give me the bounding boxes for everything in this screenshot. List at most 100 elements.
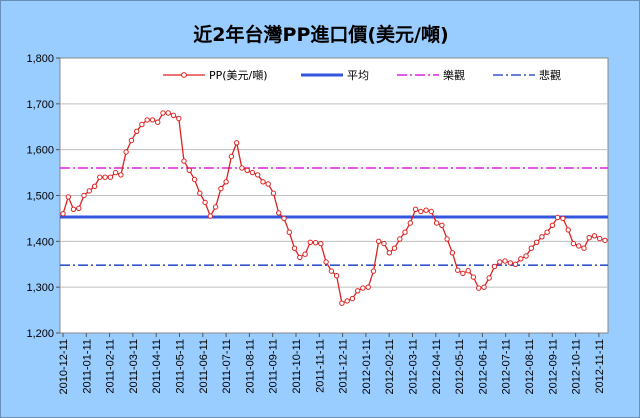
data-point bbox=[323, 259, 329, 265]
x-tick-label: 2011-05-11 bbox=[175, 339, 187, 394]
data-point bbox=[602, 237, 608, 244]
data-point bbox=[234, 140, 240, 146]
data-point bbox=[276, 210, 282, 216]
data-point bbox=[476, 285, 482, 291]
x-tick-label: 2012-06-11 bbox=[477, 339, 489, 394]
data-point bbox=[528, 245, 534, 251]
data-point bbox=[207, 213, 214, 219]
data-point bbox=[265, 181, 271, 187]
data-point bbox=[523, 253, 529, 259]
data-point bbox=[312, 240, 319, 246]
x-tick-label: 2012-09-11 bbox=[547, 339, 559, 394]
data-point bbox=[465, 268, 471, 274]
data-point bbox=[165, 110, 171, 116]
x-axis-ticks: 2010-12-11 2011-01-11 2011-02-11 2011-03-11… bbox=[58, 333, 606, 394]
y-tick-label: 1,500 bbox=[26, 191, 54, 203]
data-point bbox=[565, 227, 571, 233]
data-point bbox=[581, 245, 587, 251]
y-axis-ticks: 1,200 1,300 1,400 1,500 1,600 1,700 1,800 bbox=[26, 53, 60, 340]
data-point bbox=[70, 206, 77, 213]
y-tick-label: 1,600 bbox=[26, 145, 54, 157]
data-point bbox=[139, 121, 145, 128]
legend-entry: 平均 bbox=[301, 69, 369, 82]
series-layer bbox=[60, 110, 608, 306]
data-point bbox=[102, 174, 108, 180]
data-point bbox=[212, 204, 219, 210]
x-tick-label: 2012-03-11 bbox=[408, 339, 420, 394]
data-point bbox=[339, 300, 345, 306]
data-point bbox=[491, 263, 498, 270]
data-point bbox=[428, 208, 434, 215]
data-point bbox=[460, 270, 466, 277]
data-point bbox=[249, 169, 256, 176]
gridlines bbox=[60, 103, 608, 288]
x-tick-label: 2011-12-11 bbox=[338, 339, 350, 394]
data-point bbox=[91, 183, 98, 190]
data-point bbox=[328, 268, 335, 274]
x-tick-label: 2012-01-11 bbox=[361, 339, 373, 394]
x-tick-label: 2012-05-11 bbox=[454, 339, 466, 394]
data-point bbox=[391, 245, 398, 251]
data-point bbox=[128, 137, 135, 144]
data-point bbox=[512, 261, 519, 267]
data-point bbox=[544, 229, 550, 235]
y-tick-label: 1,700 bbox=[26, 99, 54, 111]
y-tick-label: 1,300 bbox=[26, 282, 54, 294]
legend-label: 平均 bbox=[347, 69, 369, 82]
data-point bbox=[597, 235, 603, 242]
y-tick-label: 1,400 bbox=[26, 236, 54, 248]
data-point bbox=[481, 284, 487, 290]
legend: PP(美元/噸) 平均 樂觀 悲觀 bbox=[163, 68, 561, 82]
x-tick-label: 2012-08-11 bbox=[524, 339, 536, 394]
data-point bbox=[539, 234, 545, 240]
data-point bbox=[160, 110, 166, 116]
data-point bbox=[360, 285, 366, 291]
data-point bbox=[449, 250, 456, 256]
data-point bbox=[197, 190, 203, 196]
data-point bbox=[176, 115, 182, 122]
data-point bbox=[270, 190, 277, 196]
data-point bbox=[344, 298, 350, 304]
data-point bbox=[149, 117, 156, 123]
data-point bbox=[134, 128, 140, 135]
data-point bbox=[591, 233, 598, 239]
data-point bbox=[223, 179, 229, 185]
data-point bbox=[554, 214, 561, 221]
data-point bbox=[439, 222, 445, 229]
data-point bbox=[97, 174, 103, 180]
x-tick-label: 2011-04-11 bbox=[151, 339, 163, 394]
x-tick-label: 2011-11-11 bbox=[314, 339, 326, 393]
data-point bbox=[65, 194, 72, 200]
data-point bbox=[570, 240, 577, 247]
x-tick-label: 2012-11-11 bbox=[594, 339, 606, 394]
data-point bbox=[81, 192, 87, 199]
data-point bbox=[244, 167, 250, 174]
x-tick-label: 2012-07-11 bbox=[501, 339, 513, 394]
data-point bbox=[112, 169, 119, 176]
x-tick-label: 2012-02-11 bbox=[384, 339, 396, 394]
data-point bbox=[170, 112, 177, 119]
x-tick-label: 2011-01-11 bbox=[81, 339, 93, 394]
data-point bbox=[549, 222, 556, 229]
data-point bbox=[376, 238, 382, 245]
data-point bbox=[470, 274, 477, 280]
legend-entry: 悲觀 bbox=[493, 68, 561, 82]
data-point bbox=[365, 284, 371, 290]
data-point bbox=[218, 185, 224, 192]
data-point bbox=[560, 215, 566, 222]
x-tick-label: 2011-10-11 bbox=[291, 339, 303, 394]
x-tick-label: 2012-10-11 bbox=[571, 339, 583, 394]
data-point bbox=[418, 208, 424, 215]
data-point bbox=[381, 240, 387, 247]
data-point bbox=[370, 268, 377, 274]
data-point bbox=[281, 215, 287, 222]
data-point bbox=[186, 167, 193, 174]
data-point bbox=[533, 239, 540, 246]
data-point bbox=[355, 288, 361, 294]
data-point bbox=[412, 206, 419, 213]
data-point bbox=[423, 207, 429, 213]
x-tick-label: 2012-04-11 bbox=[431, 339, 443, 394]
chart-title: 近2年台灣PP進口價(美元/噸) bbox=[193, 23, 448, 46]
data-point bbox=[302, 251, 308, 257]
data-point bbox=[433, 220, 440, 226]
